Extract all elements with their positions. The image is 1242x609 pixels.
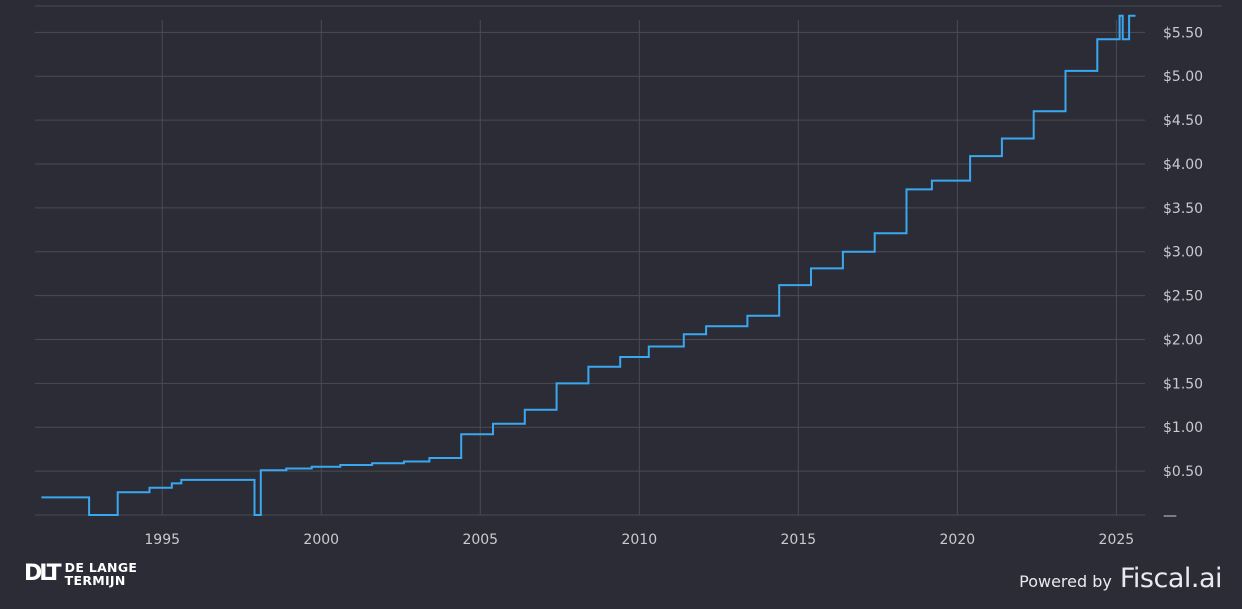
powered-by-label: Powered by — [1019, 572, 1112, 591]
y-tick-label: $5.50 — [1163, 25, 1203, 41]
y-tick-label: $1.00 — [1163, 420, 1203, 436]
y-tick-label: $1.50 — [1163, 376, 1203, 392]
x-tick-labels: 1995 2000 2005 2010 2015 2020 2025 — [144, 532, 1134, 548]
y-tick-label: $4.50 — [1163, 113, 1203, 129]
y-tick-label: $0.50 — [1163, 464, 1203, 480]
y-tick-label: $4.00 — [1163, 157, 1203, 173]
fiscal-ai-logo: Fiscal.ai — [1119, 563, 1223, 594]
y-tick-label: — — [1163, 508, 1177, 524]
x-tick-label: 1995 — [144, 532, 180, 548]
logo-mark-icon: DLT — [24, 561, 62, 586]
y-tick-label: $2.50 — [1163, 289, 1203, 305]
logo-text: DE LANGE TERMIJN — [65, 561, 138, 587]
y-tick-label: $2.00 — [1163, 332, 1203, 348]
x-gridlines — [161, 20, 1117, 515]
x-tick-label: 2020 — [940, 532, 976, 548]
logo-line-1: DE LANGE — [64, 560, 138, 575]
x-tick-label: 2000 — [303, 532, 339, 548]
powered-by-fiscal[interactable]: Powered by Fiscal.ai — [1019, 563, 1222, 594]
x-tick-label: 2025 — [1099, 532, 1135, 548]
x-tick-label: 2015 — [781, 532, 817, 548]
x-tick-label: 2005 — [462, 532, 498, 548]
series-line[interactable] — [41, 14, 1136, 516]
logo-line-2: TERMIJN — [64, 573, 126, 588]
y-tick-labels: — $0.50 $1.00 $1.50 $2.00 $2.50 $3.00 $3.50 $4.0… — [1163, 25, 1203, 524]
y-gridlines — [35, 31, 1145, 472]
y-tick-label: $3.00 — [1163, 245, 1203, 261]
de-lange-termijn-logo: DLT DE LANGE TERMIJN — [24, 561, 137, 587]
x-tick-label: 2010 — [621, 532, 657, 548]
y-tick-label: $5.00 — [1163, 69, 1203, 85]
y-tick-label: $3.50 — [1163, 201, 1203, 217]
